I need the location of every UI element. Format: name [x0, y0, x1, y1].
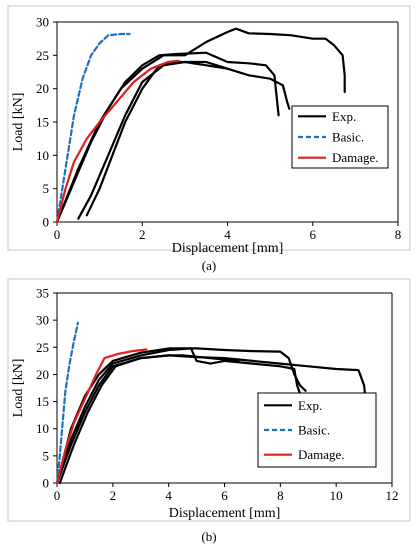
y-tick-label: 5	[43, 181, 50, 196]
series-line-exp	[58, 354, 240, 485]
legend: Exp. Basic. Damage.	[291, 105, 389, 169]
y-tick-label: 20	[36, 81, 49, 96]
legend: Exp. Basic. Damage.	[257, 392, 377, 468]
x-axis-label: Displacement [mm]	[172, 241, 284, 256]
series-line-damage	[55, 59, 180, 224]
chart-panel-b: 0 2 4 6 8 10 12 0 5 10 15 20 25 30 35 Displacement [mm]…	[0, 275, 417, 550]
legend-label: Basic.	[332, 130, 364, 145]
x-tick-label: 12	[386, 488, 399, 503]
x-axis-label: Displacement [mm]	[169, 506, 281, 521]
x-tick-label: 6	[310, 227, 317, 242]
x-tick-label: 2	[110, 488, 117, 503]
legend-label: Damage.	[298, 447, 345, 462]
x-tick-label: 2	[139, 227, 146, 242]
series-line-basic	[55, 32, 131, 224]
y-tick-label: 15	[36, 115, 49, 130]
series-line-exp	[85, 60, 291, 217]
y-tick-label: 25	[36, 48, 49, 63]
y-tick-label: 25	[36, 340, 49, 355]
series-line-exp	[55, 51, 280, 224]
y-tick-label: 5	[43, 448, 50, 463]
chart-frame	[7, 278, 411, 522]
legend-label: Basic.	[298, 423, 330, 438]
x-tick-label: 0	[54, 227, 61, 242]
x-tick-label: 4	[224, 227, 231, 242]
x-tick-label: 6	[221, 488, 228, 503]
x-tick-label: 10	[330, 488, 343, 503]
legend-label: Exp.	[332, 109, 356, 124]
x-tick-label: 8	[395, 227, 402, 242]
chart-b-svg: 0 2 4 6 8 10 12 0 5 10 15 20 25 30 35 Displacement [mm]…	[7, 278, 411, 544]
y-axis-label: Load [kN]	[11, 359, 26, 418]
chart-frame	[7, 5, 411, 251]
chart-panel-a: 0 2 4 6 8 0 5 10 15 20 25 30 Displacement [mm] Load […	[7, 5, 411, 273]
series-line-damage	[55, 348, 148, 485]
x-tick-label: 0	[54, 488, 61, 503]
y-tick-label: 15	[36, 394, 49, 409]
y-tick-label: 0	[43, 476, 50, 491]
series-line-exp	[77, 60, 229, 220]
panel-caption: (b)	[201, 529, 216, 544]
y-tick-label: 10	[36, 421, 49, 436]
panel-caption: (a)	[202, 258, 216, 273]
legend-label: Damage.	[332, 150, 379, 165]
y-tick-label: 20	[36, 367, 49, 382]
series-line-exp	[55, 347, 301, 485]
y-tick-label: 30	[36, 313, 49, 328]
chart-a-svg: 0 2 4 6 8 0 5 10 15 20 25 30 Displacement [mm] Load […	[7, 5, 411, 273]
y-tick-label: 0	[43, 215, 50, 230]
legend-label: Exp.	[298, 398, 322, 413]
series-line-basic	[55, 321, 79, 485]
y-axis-label: Load [kN]	[11, 93, 26, 152]
y-tick-label: 30	[36, 15, 49, 30]
y-tick-label: 10	[36, 148, 49, 163]
x-tick-label: 8	[277, 488, 284, 503]
x-tick-label: 4	[165, 488, 172, 503]
y-tick-label: 35	[36, 286, 49, 301]
